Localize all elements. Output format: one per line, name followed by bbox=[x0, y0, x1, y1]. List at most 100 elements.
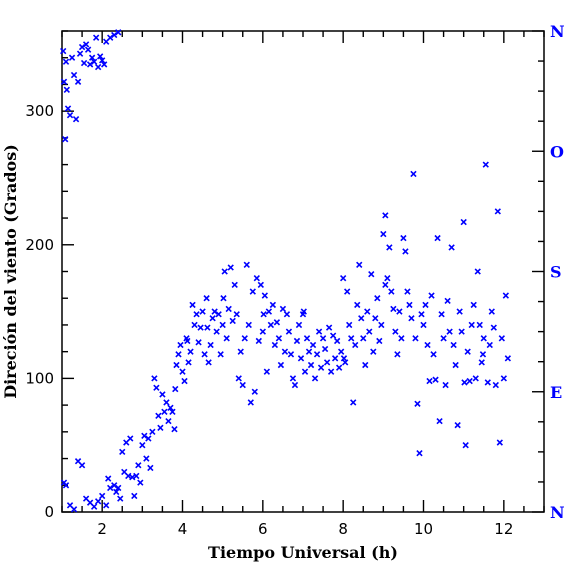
data-point bbox=[293, 337, 301, 345]
data-point bbox=[161, 408, 168, 415]
data-point bbox=[260, 311, 267, 318]
data-point bbox=[287, 351, 295, 358]
data-point bbox=[448, 244, 455, 251]
data-point bbox=[340, 355, 348, 362]
data-point bbox=[303, 335, 311, 342]
data-point bbox=[157, 424, 164, 431]
data-point bbox=[372, 315, 379, 322]
data-point bbox=[440, 335, 447, 342]
data-point bbox=[204, 324, 211, 331]
data-point bbox=[205, 359, 212, 366]
data-point bbox=[478, 359, 485, 366]
data-point bbox=[141, 432, 148, 440]
data-point bbox=[127, 435, 134, 442]
data-point bbox=[368, 271, 375, 278]
data-point bbox=[346, 321, 353, 329]
data-point bbox=[380, 230, 387, 238]
data-point bbox=[273, 319, 281, 326]
data-point bbox=[404, 288, 411, 295]
data-point bbox=[225, 305, 232, 313]
data-point bbox=[414, 400, 421, 407]
data-point bbox=[92, 34, 100, 41]
y-tick-label: 100 bbox=[25, 369, 54, 387]
data-point bbox=[279, 305, 287, 313]
data-point bbox=[165, 417, 172, 425]
data-point bbox=[135, 462, 142, 469]
data-point bbox=[307, 361, 315, 369]
data-point bbox=[185, 359, 192, 366]
data-point bbox=[428, 292, 435, 299]
data-point bbox=[99, 57, 106, 64]
data-point bbox=[82, 41, 90, 48]
data-point bbox=[416, 450, 423, 457]
compass-label: O bbox=[550, 142, 564, 161]
data-point bbox=[72, 116, 80, 123]
y-axis-label: Direción del viento (Grados) bbox=[1, 144, 20, 399]
data-point bbox=[243, 261, 250, 268]
data-point bbox=[66, 112, 74, 119]
data-point bbox=[358, 315, 365, 322]
data-points bbox=[60, 29, 512, 513]
data-point bbox=[289, 375, 297, 382]
data-point bbox=[382, 281, 389, 289]
data-point bbox=[452, 361, 459, 369]
data-point bbox=[388, 288, 395, 295]
data-point bbox=[78, 43, 86, 51]
data-point bbox=[319, 335, 327, 342]
compass-label: S bbox=[550, 263, 562, 282]
data-point bbox=[484, 379, 491, 386]
data-point bbox=[354, 301, 361, 309]
data-point bbox=[137, 479, 144, 486]
data-point bbox=[233, 311, 240, 318]
data-point bbox=[275, 335, 283, 342]
data-point bbox=[211, 308, 218, 315]
data-point bbox=[496, 439, 503, 446]
data-point bbox=[462, 442, 469, 449]
data-point bbox=[231, 281, 238, 289]
data-point bbox=[472, 375, 479, 382]
data-point bbox=[68, 54, 76, 61]
data-point bbox=[461, 379, 468, 386]
x-tick-label: 8 bbox=[338, 520, 348, 538]
data-point bbox=[223, 335, 230, 342]
data-point bbox=[398, 335, 405, 342]
data-point bbox=[412, 335, 419, 342]
data-point bbox=[402, 248, 409, 255]
data-point bbox=[175, 351, 182, 358]
data-point bbox=[470, 301, 477, 309]
data-point bbox=[500, 375, 507, 382]
data-point bbox=[454, 421, 461, 429]
data-point bbox=[62, 482, 70, 489]
data-point bbox=[191, 321, 198, 329]
data-point bbox=[215, 311, 222, 318]
data-point bbox=[257, 281, 264, 289]
data-point bbox=[173, 361, 180, 369]
data-point bbox=[167, 404, 174, 411]
data-point bbox=[219, 321, 226, 329]
x-tick-label: 4 bbox=[178, 520, 188, 538]
data-point bbox=[245, 321, 252, 329]
data-point bbox=[311, 375, 319, 382]
data-point bbox=[265, 308, 273, 315]
data-point bbox=[253, 275, 260, 282]
data-point bbox=[159, 391, 166, 398]
data-point bbox=[360, 335, 367, 342]
data-point bbox=[305, 348, 313, 355]
data-point bbox=[384, 275, 391, 282]
data-point bbox=[335, 364, 343, 371]
data-point bbox=[468, 321, 475, 329]
data-point bbox=[103, 502, 110, 509]
data-point bbox=[342, 359, 349, 366]
data-point bbox=[362, 361, 369, 369]
data-point bbox=[88, 54, 96, 61]
data-point bbox=[181, 377, 188, 385]
data-point bbox=[147, 464, 154, 472]
right-axis-ticks: N O S E N bbox=[532, 22, 565, 522]
data-point bbox=[476, 321, 483, 329]
data-point bbox=[479, 351, 487, 358]
x-tick-label: 6 bbox=[258, 520, 268, 538]
data-point bbox=[249, 288, 256, 295]
y-tick-label: 0 bbox=[44, 503, 54, 521]
data-point bbox=[460, 218, 467, 226]
